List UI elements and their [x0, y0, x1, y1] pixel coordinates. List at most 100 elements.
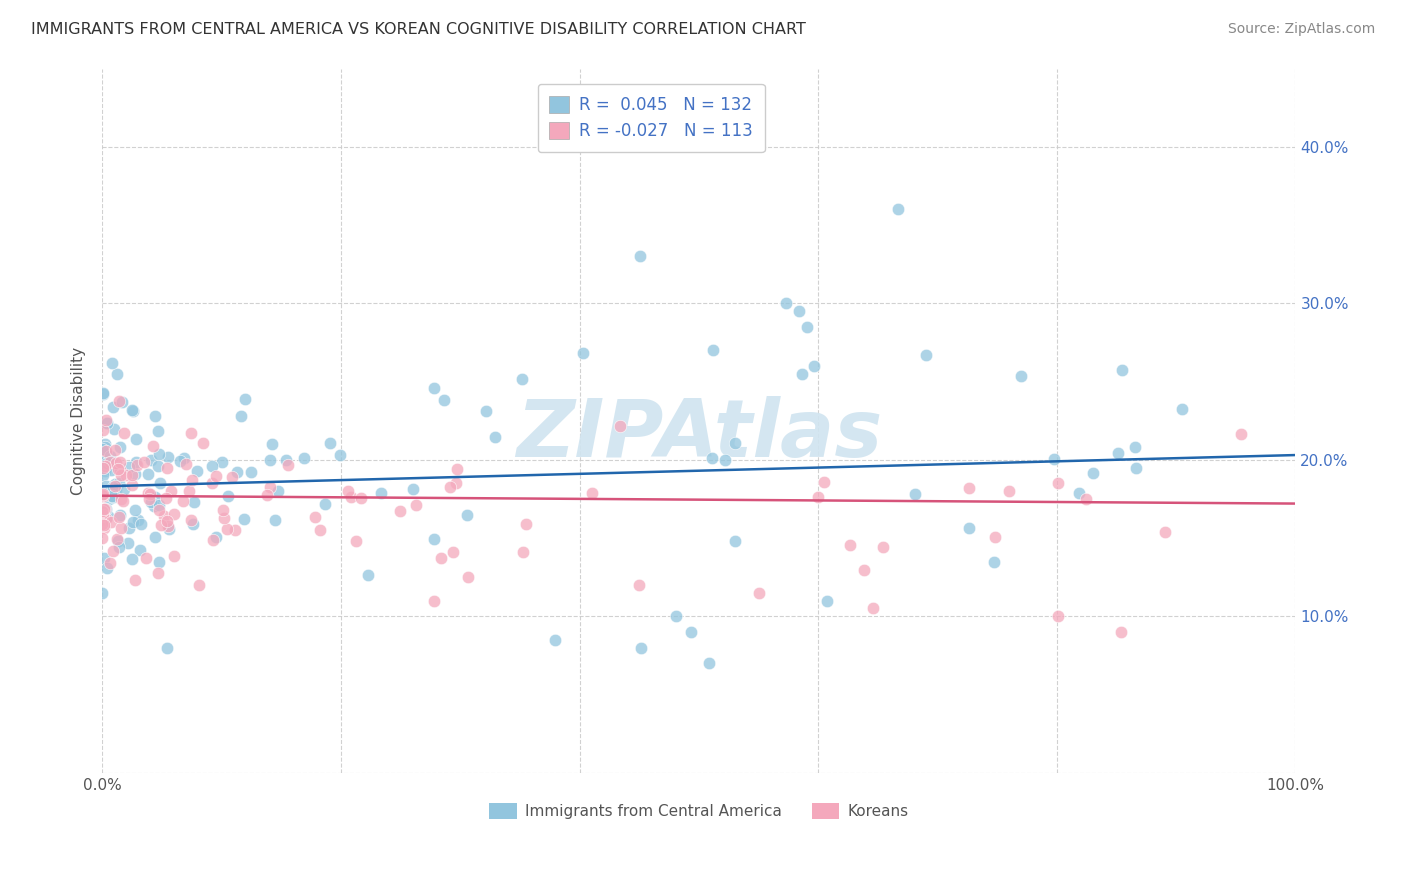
Point [156, 514, 179, 528]
Point [748, 586, 770, 600]
Point [148, 555, 170, 569]
Point [484, 430, 506, 444]
Point [139, 453, 162, 467]
Point [1154, 524, 1177, 539]
Point [108, 509, 131, 524]
Point [444, 475, 467, 490]
Point [98, 449, 121, 463]
Point [105, 532, 128, 546]
Point [108, 540, 131, 554]
Point [441, 545, 464, 559]
Point [512, 372, 534, 386]
Point [350, 491, 373, 505]
Point [98, 455, 121, 469]
Point [609, 418, 631, 433]
Point [1125, 461, 1147, 475]
Point [1046, 476, 1069, 491]
Point [217, 489, 239, 503]
Point [138, 492, 160, 507]
Point [915, 348, 938, 362]
Point [212, 510, 235, 524]
Point [91, 442, 114, 456]
Point [714, 453, 737, 467]
Text: ZIPAtlas: ZIPAtlas [516, 396, 882, 474]
Point [156, 640, 179, 655]
Point [215, 522, 238, 536]
Point [136, 485, 159, 500]
Point [233, 392, 256, 406]
Point [224, 523, 246, 537]
Point [439, 480, 461, 494]
Point [370, 485, 392, 500]
Point [100, 463, 122, 477]
Point [143, 490, 166, 504]
Point [122, 515, 145, 529]
Point [813, 475, 835, 489]
Point [103, 422, 125, 436]
Point [1125, 441, 1147, 455]
Point [679, 624, 702, 639]
Point [186, 464, 208, 478]
Point [627, 578, 650, 592]
Point [1010, 368, 1032, 383]
Point [148, 424, 170, 438]
Point [983, 555, 1005, 569]
Point [319, 435, 342, 450]
Point [124, 467, 146, 481]
Point [108, 475, 131, 490]
Point [101, 480, 124, 494]
Point [267, 483, 290, 498]
Text: IMMIGRANTS FROM CENTRAL AMERICA VS KOREAN COGNITIVE DISABILITY CORRELATION CHART: IMMIGRANTS FROM CENTRAL AMERICA VS KOREA… [31, 22, 806, 37]
Point [156, 461, 179, 475]
Point [107, 533, 129, 548]
Point [93, 518, 115, 533]
Point [143, 409, 166, 423]
Point [91, 508, 114, 522]
Point [430, 551, 453, 566]
Point [304, 509, 326, 524]
Point [177, 484, 200, 499]
Point [1230, 426, 1253, 441]
Point [157, 450, 180, 464]
Point [101, 356, 124, 370]
Point [628, 249, 651, 263]
Point [91, 506, 114, 520]
Point [148, 503, 170, 517]
Point [211, 454, 233, 468]
Point [388, 504, 411, 518]
Point [105, 367, 128, 381]
Point [775, 296, 797, 310]
Point [149, 475, 172, 490]
Point [1042, 451, 1064, 466]
Point [94, 437, 117, 451]
Y-axis label: Cognitive Disability: Cognitive Disability [72, 347, 86, 495]
Point [97, 509, 120, 524]
Point [169, 454, 191, 468]
Point [423, 593, 446, 607]
Point [180, 513, 202, 527]
Point [112, 483, 135, 497]
Point [128, 542, 150, 557]
Point [803, 359, 825, 373]
Point [104, 442, 127, 457]
Point [815, 593, 838, 607]
Point [139, 487, 162, 501]
Point [96, 478, 118, 492]
Point [125, 455, 148, 469]
Point [205, 530, 228, 544]
Point [121, 403, 143, 417]
Point [98, 491, 121, 506]
Point [1109, 624, 1132, 639]
Point [226, 465, 249, 479]
Point [1076, 491, 1098, 506]
Point [340, 490, 363, 504]
Point [984, 530, 1007, 544]
Point [957, 521, 980, 535]
Point [187, 578, 209, 592]
Point [191, 435, 214, 450]
Point [94, 440, 117, 454]
Point [93, 521, 115, 535]
Point [329, 449, 352, 463]
Point [229, 409, 252, 423]
Point [183, 495, 205, 509]
